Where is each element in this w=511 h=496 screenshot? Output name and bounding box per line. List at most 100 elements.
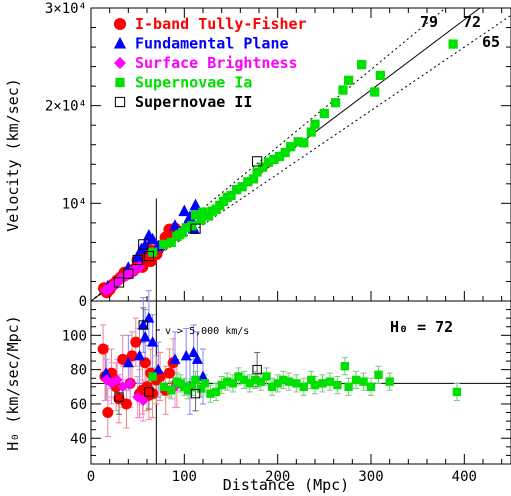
top-point [357, 60, 367, 70]
bottom-point [262, 372, 271, 381]
top-point [274, 151, 285, 162]
legend-label: Fundamental Plane [135, 35, 289, 53]
bottom-point [191, 375, 200, 385]
top-ytick-label: 3×10⁴ [45, 1, 87, 17]
top-ytick-label: 0 [79, 294, 87, 310]
bottom-point [310, 380, 320, 390]
bottom-point [97, 343, 109, 355]
bottom-point [188, 346, 200, 357]
bottom-point [167, 386, 176, 395]
legend: I-band Tully-Fisher Fundamental PlaneSurf… [113, 15, 307, 111]
bottom-point [307, 375, 316, 385]
bottom-point [138, 320, 148, 330]
top-point [203, 211, 214, 221]
top-point [330, 98, 341, 108]
bottom-point [147, 336, 159, 347]
bottom-point [251, 375, 260, 385]
top-point [299, 138, 309, 148]
bottom-error-bars [100, 290, 460, 438]
xtick-label: 100 [172, 469, 197, 485]
legend-marker [113, 56, 127, 70]
bottom-point [211, 387, 221, 397]
axis-ticks: 0 10⁴ 2×10⁴ 3×10⁴ 0 100 200 300 400 40 60 80 100 [45, 1, 511, 485]
legend-label: Supernovae Ia [135, 74, 252, 92]
top-point [293, 137, 303, 147]
top-point [187, 221, 197, 231]
bottom-point [340, 362, 350, 371]
top-point [448, 39, 458, 49]
top-point [306, 127, 316, 137]
bottom-point [299, 382, 308, 391]
y-axis-label-top: Velocity (km/sec) [4, 78, 22, 232]
top-point [178, 204, 191, 217]
top-point [248, 174, 259, 184]
top-point [123, 268, 134, 279]
bottom-data-points [97, 312, 462, 419]
top-point [375, 70, 385, 81]
bottom-point [159, 382, 168, 391]
top-point [103, 282, 116, 295]
top-ytick-label: 10⁴ [62, 196, 87, 212]
xtick-label: 0 [87, 469, 95, 485]
bottom-point [228, 379, 238, 388]
bottom-point [163, 367, 175, 379]
top-point [269, 154, 279, 165]
bottom-point [143, 312, 155, 323]
bottom-point [239, 375, 249, 385]
top-point [109, 277, 122, 290]
top-point [286, 142, 296, 152]
legend-marker [113, 36, 127, 49]
bottom-point [114, 392, 124, 402]
xtick-label: 300 [358, 469, 383, 485]
bottom-point [206, 389, 215, 398]
bottom-point [223, 377, 232, 386]
velocity-cut-annotation: v > 5,000 km/s [165, 326, 249, 337]
bottom-ytick-label: 80 [70, 363, 87, 379]
bottom-point [359, 377, 368, 386]
top-point [343, 75, 354, 85]
top-point [146, 232, 159, 245]
top-point [168, 219, 182, 231]
bottom-point [139, 331, 151, 342]
bottom-point [351, 375, 361, 385]
top-point [181, 223, 191, 233]
bottom-point [187, 382, 196, 391]
bottom-point [452, 387, 462, 397]
legend-marker [115, 77, 125, 88]
legend-label: I-band Tully-Fisher [135, 15, 307, 33]
bottom-point [217, 380, 226, 390]
bottom-point [117, 353, 129, 365]
bottom-point [122, 356, 134, 368]
bottom-point [344, 382, 353, 391]
bottom-point [191, 353, 203, 364]
bottom-point [137, 319, 149, 330]
xtick-label: 200 [265, 469, 290, 485]
bottom-point [124, 377, 136, 389]
bottom-point [152, 363, 164, 375]
bottom-point [148, 372, 157, 381]
bottom-point [197, 370, 209, 381]
top-point [263, 157, 273, 167]
bottom-point [284, 377, 294, 386]
top-point [226, 190, 236, 201]
bottom-point [137, 395, 149, 407]
bottom-point [292, 379, 301, 388]
bottom-point [134, 349, 146, 361]
top-point [319, 108, 329, 119]
top-point [190, 223, 201, 234]
top-point [338, 85, 348, 95]
top-point [147, 247, 158, 257]
top-point [138, 239, 149, 250]
bottom-ytick-label: 60 [70, 397, 87, 413]
top-point [190, 210, 201, 220]
top-point [189, 198, 202, 211]
bottom-point [120, 398, 132, 410]
top-point [131, 250, 144, 262]
bottom-point [190, 388, 201, 399]
bottom-ytick-label: 100 [62, 328, 87, 344]
bottom-point [256, 377, 266, 386]
top-point [127, 264, 140, 277]
bottom-point [196, 384, 206, 393]
top-point [198, 207, 208, 217]
